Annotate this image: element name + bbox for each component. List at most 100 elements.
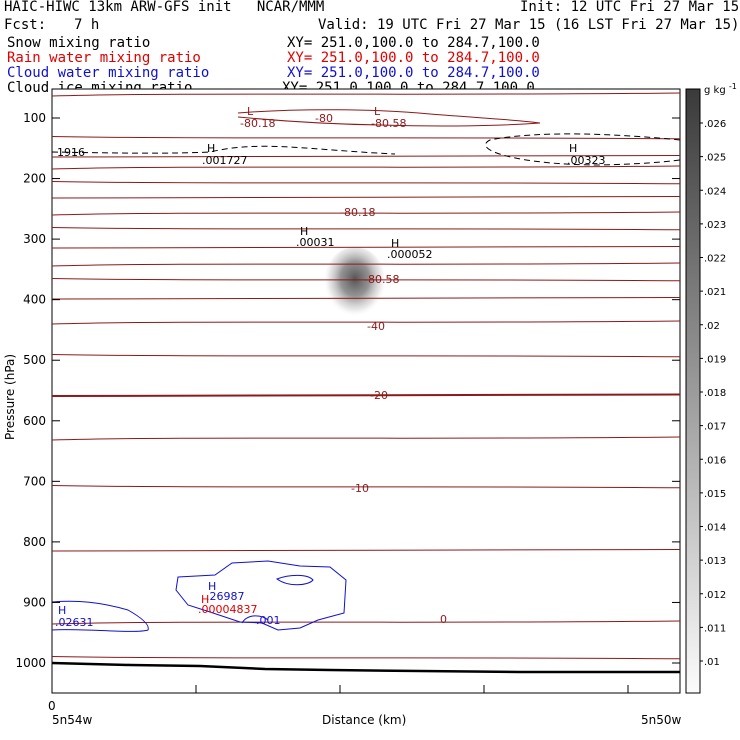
label-temp-m80-58: -80.58 (371, 117, 406, 130)
label-temp-m80: -80 (315, 112, 333, 125)
plot-area: L L -80.18 -80 -80.58 1916 H .001727 H .… (51, 88, 681, 694)
x-start-label: 5n54w (52, 713, 93, 727)
temperature-contour-line (51, 181, 681, 185)
colorbar-level-label: .025 (704, 153, 726, 164)
label-temp-m10: -40 (367, 320, 385, 333)
colorbar-level-label: .014 (704, 523, 726, 534)
colorbar-level-label: .02 (704, 321, 720, 332)
temperature-contour-line (51, 393, 681, 397)
temperature-contour-line (51, 278, 681, 282)
label-H-left: H (58, 604, 66, 617)
label-L-left: L (247, 105, 254, 118)
chart-title: HAIC-HIWC 13km ARW-GFS init NCAR/MMM (4, 0, 325, 15)
label-H-rain: H (201, 593, 209, 606)
legend-cloud-water: Cloud water mixing ratio (7, 65, 210, 81)
temperature-contour-line (51, 136, 681, 140)
colorbar-bar (685, 88, 701, 694)
legend-rain-xy: XY= 251.0,100.0 to 284.7,100.0 (287, 50, 540, 66)
colorbar-level-label: .015 (704, 489, 726, 500)
colorbar-unit-exp: -1 (729, 82, 737, 91)
plot-frame (51, 88, 681, 694)
colorbar-level-label: .01 (704, 657, 720, 668)
cloud-ice-contour-right (485, 133, 681, 166)
colorbar-level-label: .017 (704, 422, 726, 433)
y-tick-label: 100 (23, 111, 46, 125)
label-001: .001 (256, 614, 281, 627)
label-1916: 1916 (57, 146, 85, 159)
legend-snow-xy: XY= 251.0,100.0 to 284.7,100.0 (287, 35, 540, 51)
colorbar: g kg -1 .01 .011 .012 .013 .014 .015 .016 .017.… (685, 82, 737, 694)
label-00031: .00031 (296, 236, 335, 249)
label-temp-m80-18: -80.18 (240, 117, 275, 130)
y-ticks: 100 200 300 400 500 600 700 800 900 1000 (15, 111, 680, 670)
y-tick-label: 300 (23, 232, 46, 246)
x-zero-label: 0 (48, 699, 56, 713)
temperature-contour-line (51, 485, 681, 489)
temperature-contour-line (51, 549, 681, 552)
valid-time: Valid: 19 UTC Fri 27 Mar 15 (16 LST Fri … (318, 17, 740, 33)
label-00004837: .00004837 (198, 603, 258, 616)
temperature-contour-line (51, 620, 681, 625)
temperature-contour-line (51, 320, 681, 325)
colorbar-level-label: .011 (704, 623, 726, 634)
label-temp-m40: -80.18 (340, 206, 375, 219)
cloud-ice-shading (323, 247, 387, 323)
y-tick-label: 600 (23, 414, 46, 428)
cloud-water-contour-left (51, 600, 149, 632)
cloud-water-contour-inner (241, 615, 269, 624)
y-axis: Pressure (hPa) 100 200 300 400 500 600 700 800 9… (3, 111, 680, 670)
y-tick-label: 900 (23, 595, 46, 609)
legend-cloud-water-xy: XY= 251.0,100.0 to 284.7,100.0 (287, 65, 540, 81)
colorbar-level-label: .021 (704, 287, 726, 298)
colorbar-level-label: .018 (704, 388, 726, 399)
temperature-contour-line (51, 227, 681, 231)
y-tick-label: 500 (23, 353, 46, 367)
label-temp-0: -20 (370, 389, 388, 402)
forecast-label: Fcst: (4, 17, 47, 33)
temperature-contour-line (51, 297, 681, 300)
label-26987: .26987 (206, 590, 245, 603)
x-axis-label: Distance (km) (322, 713, 406, 727)
label-temp-10: -10 (351, 482, 369, 495)
label-temp-20: 0 (440, 613, 447, 626)
label-H-2: H (569, 142, 577, 155)
label-temp-m20: -80.58 (364, 273, 399, 286)
temperature-contour-line (51, 246, 681, 249)
x-end-label: 5n50w (641, 713, 682, 727)
colorbar-level-label: .026 (704, 119, 726, 130)
label-L-right: L (374, 105, 381, 118)
temperature-contour-line (51, 196, 681, 199)
colorbar-level-label: .022 (704, 254, 726, 265)
y-tick-label: 400 (23, 293, 46, 307)
label-H-3: H (300, 225, 308, 238)
temperature-contour-line (51, 354, 681, 358)
colorbar-unit-text: g kg (704, 85, 726, 96)
temperature-contour-line (51, 155, 681, 158)
y-tick-label: 800 (23, 535, 46, 549)
colorbar-level-label: .016 (704, 455, 726, 466)
colorbar-level-label: .013 (704, 556, 726, 567)
temperature-contour-line (51, 656, 681, 660)
legend-snow: Snow mixing ratio (7, 35, 151, 51)
cloud-ice-contour-left (51, 145, 396, 155)
label-001727: .001727 (202, 154, 248, 167)
x-axis: 0 5n54w Distance (km) 5n50w (48, 685, 682, 727)
colorbar-level-label: .024 (704, 186, 726, 197)
label-02631: .02631 (55, 616, 94, 629)
y-tick-label: 700 (23, 474, 46, 488)
colorbar-unit: g kg -1 (704, 82, 737, 96)
y-tick-label: 200 (23, 172, 46, 186)
y-tick-label: 1000 (15, 656, 46, 670)
cloud-water-contour-main (175, 560, 347, 631)
label-H-1: H (207, 142, 215, 155)
temperature-contours (51, 92, 681, 660)
temperature-contour-line (51, 262, 681, 267)
colorbar-level-label: .023 (704, 220, 726, 231)
label-00323: .00323 (567, 154, 606, 167)
init-time: Init: 12 UTC Fri 27 Mar 15 (520, 0, 740, 15)
colorbar-level-label: .019 (704, 354, 726, 365)
colorbar-levels: .01 .011 .012 .013 .014 .015 .016 .017 .018 .019.… (700, 119, 726, 668)
label-000052: .000052 (387, 248, 433, 261)
y-axis-label: Pressure (hPa) (3, 354, 17, 440)
